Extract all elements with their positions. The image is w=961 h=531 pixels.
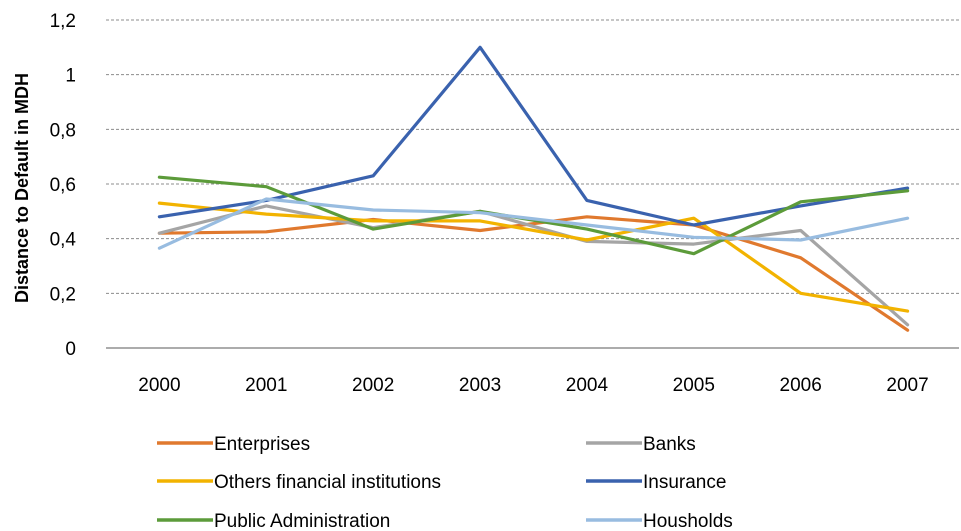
x-tick-label: 2001	[245, 375, 287, 396]
series-line-banks	[157, 204, 910, 327]
x-tick-label: 2005	[673, 375, 715, 396]
y-tick-labels: 0 0,2 0,4 0,6 0,8 1 1,2	[50, 11, 77, 360]
legend: Enterprises Banks Others financial institu…	[157, 434, 733, 531]
legend-label: Public Administration	[214, 511, 390, 531]
y-tick-label: 0	[65, 339, 76, 360]
x-tick-label: 2004	[566, 375, 609, 396]
legend-label: Housholds	[643, 511, 733, 531]
series-line-enterprises	[157, 215, 910, 332]
series-lines	[157, 45, 910, 332]
y-axis-label: Distance to Default in MDH	[12, 73, 32, 303]
x-tick-label: 2000	[138, 375, 180, 396]
x-tick-label: 2003	[459, 375, 501, 396]
x-tick-label: 2002	[352, 375, 394, 396]
y-tick-label: 0,8	[50, 120, 76, 141]
x-tick-label: 2007	[886, 375, 928, 396]
y-tick-label: 0,4	[50, 230, 77, 251]
y-tick-label: 1	[65, 66, 76, 87]
y-tick-label: 1,2	[50, 11, 76, 32]
legend-label: Insurance	[643, 472, 726, 493]
gridlines	[106, 19, 959, 294]
x-tick-labels: 2000 2001 2002 2003 2004 2005 2006 2007	[138, 375, 928, 396]
series-line-housholds	[157, 197, 910, 250]
x-tick-label: 2006	[780, 375, 822, 396]
legend-label: Others financial institutions	[214, 472, 441, 493]
y-tick-label: 0,6	[50, 175, 76, 196]
y-tick-label: 0,2	[50, 284, 76, 305]
legend-label: Banks	[643, 434, 696, 455]
legend-label: Enterprises	[214, 434, 310, 455]
series-line-others-financial-institutions	[157, 201, 910, 313]
